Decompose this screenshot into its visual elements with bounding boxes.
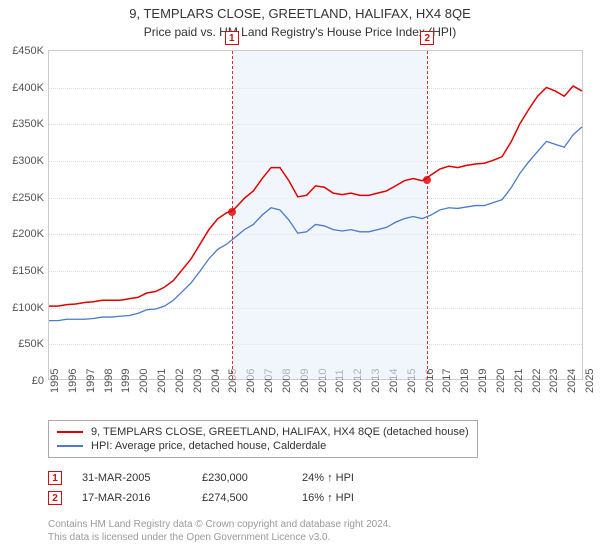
footer-line: This data is licensed under the Open Gov… <box>48 531 391 544</box>
sale-marker-badge: 2 <box>420 31 434 45</box>
series-price_paid <box>49 86 582 306</box>
y-axis-tick-label: £100K <box>4 302 44 314</box>
row-date: 17-MAR-2016 <box>82 492 182 504</box>
sale-marker-badge: 1 <box>225 31 239 45</box>
table-row: 2 17-MAR-2016 £274,500 16% ↑ HPI <box>48 488 392 508</box>
row-pct: 24% ↑ HPI <box>302 472 392 484</box>
row-marker: 1 <box>48 471 62 485</box>
title-block: 9, TEMPLARS CLOSE, GREETLAND, HALIFAX, H… <box>0 0 600 39</box>
legend-item: HPI: Average price, detached house, Cald… <box>57 439 469 453</box>
sale-data-table: 1 31-MAR-2005 £230,000 24% ↑ HPI 2 17-MA… <box>48 468 392 508</box>
y-axis-tick-label: £50K <box>4 338 44 350</box>
chart-container: 9, TEMPLARS CLOSE, GREETLAND, HALIFAX, H… <box>0 0 600 560</box>
row-marker: 2 <box>48 491 62 505</box>
y-axis-tick-label: £150K <box>4 265 44 277</box>
y-axis-tick-label: £400K <box>4 82 44 94</box>
row-pct: 16% ↑ HPI <box>302 492 392 504</box>
row-price: £274,500 <box>202 492 282 504</box>
row-price: £230,000 <box>202 472 282 484</box>
x-axis-tick-label: 2025 <box>584 369 596 393</box>
table-row: 1 31-MAR-2005 £230,000 24% ↑ HPI <box>48 468 392 488</box>
title-subtitle: Price paid vs. HM Land Registry's House … <box>0 25 600 39</box>
legend-label: 9, TEMPLARS CLOSE, GREETLAND, HALIFAX, H… <box>91 426 469 438</box>
legend-item: 9, TEMPLARS CLOSE, GREETLAND, HALIFAX, H… <box>57 425 469 439</box>
legend-swatch <box>57 445 83 447</box>
y-axis-tick-label: £0 <box>4 375 44 387</box>
y-axis-tick-label: £250K <box>4 192 44 204</box>
y-axis-tick-label: £450K <box>4 45 44 57</box>
legend: 9, TEMPLARS CLOSE, GREETLAND, HALIFAX, H… <box>48 420 478 458</box>
footer-line: Contains HM Land Registry data © Crown c… <box>48 518 391 531</box>
y-axis-tick-label: £200K <box>4 228 44 240</box>
chart-plot-area: £0£50K£100K£150K£200K£250K£300K£350K£400… <box>48 50 583 380</box>
y-axis-tick-label: £300K <box>4 155 44 167</box>
title-address: 9, TEMPLARS CLOSE, GREETLAND, HALIFAX, H… <box>0 6 600 21</box>
legend-label: HPI: Average price, detached house, Cald… <box>91 440 326 452</box>
footer-attribution: Contains HM Land Registry data © Crown c… <box>48 518 391 544</box>
legend-swatch <box>57 431 83 433</box>
chart-lines-svg <box>49 51 582 379</box>
row-date: 31-MAR-2005 <box>82 472 182 484</box>
y-axis-tick-label: £350K <box>4 118 44 130</box>
